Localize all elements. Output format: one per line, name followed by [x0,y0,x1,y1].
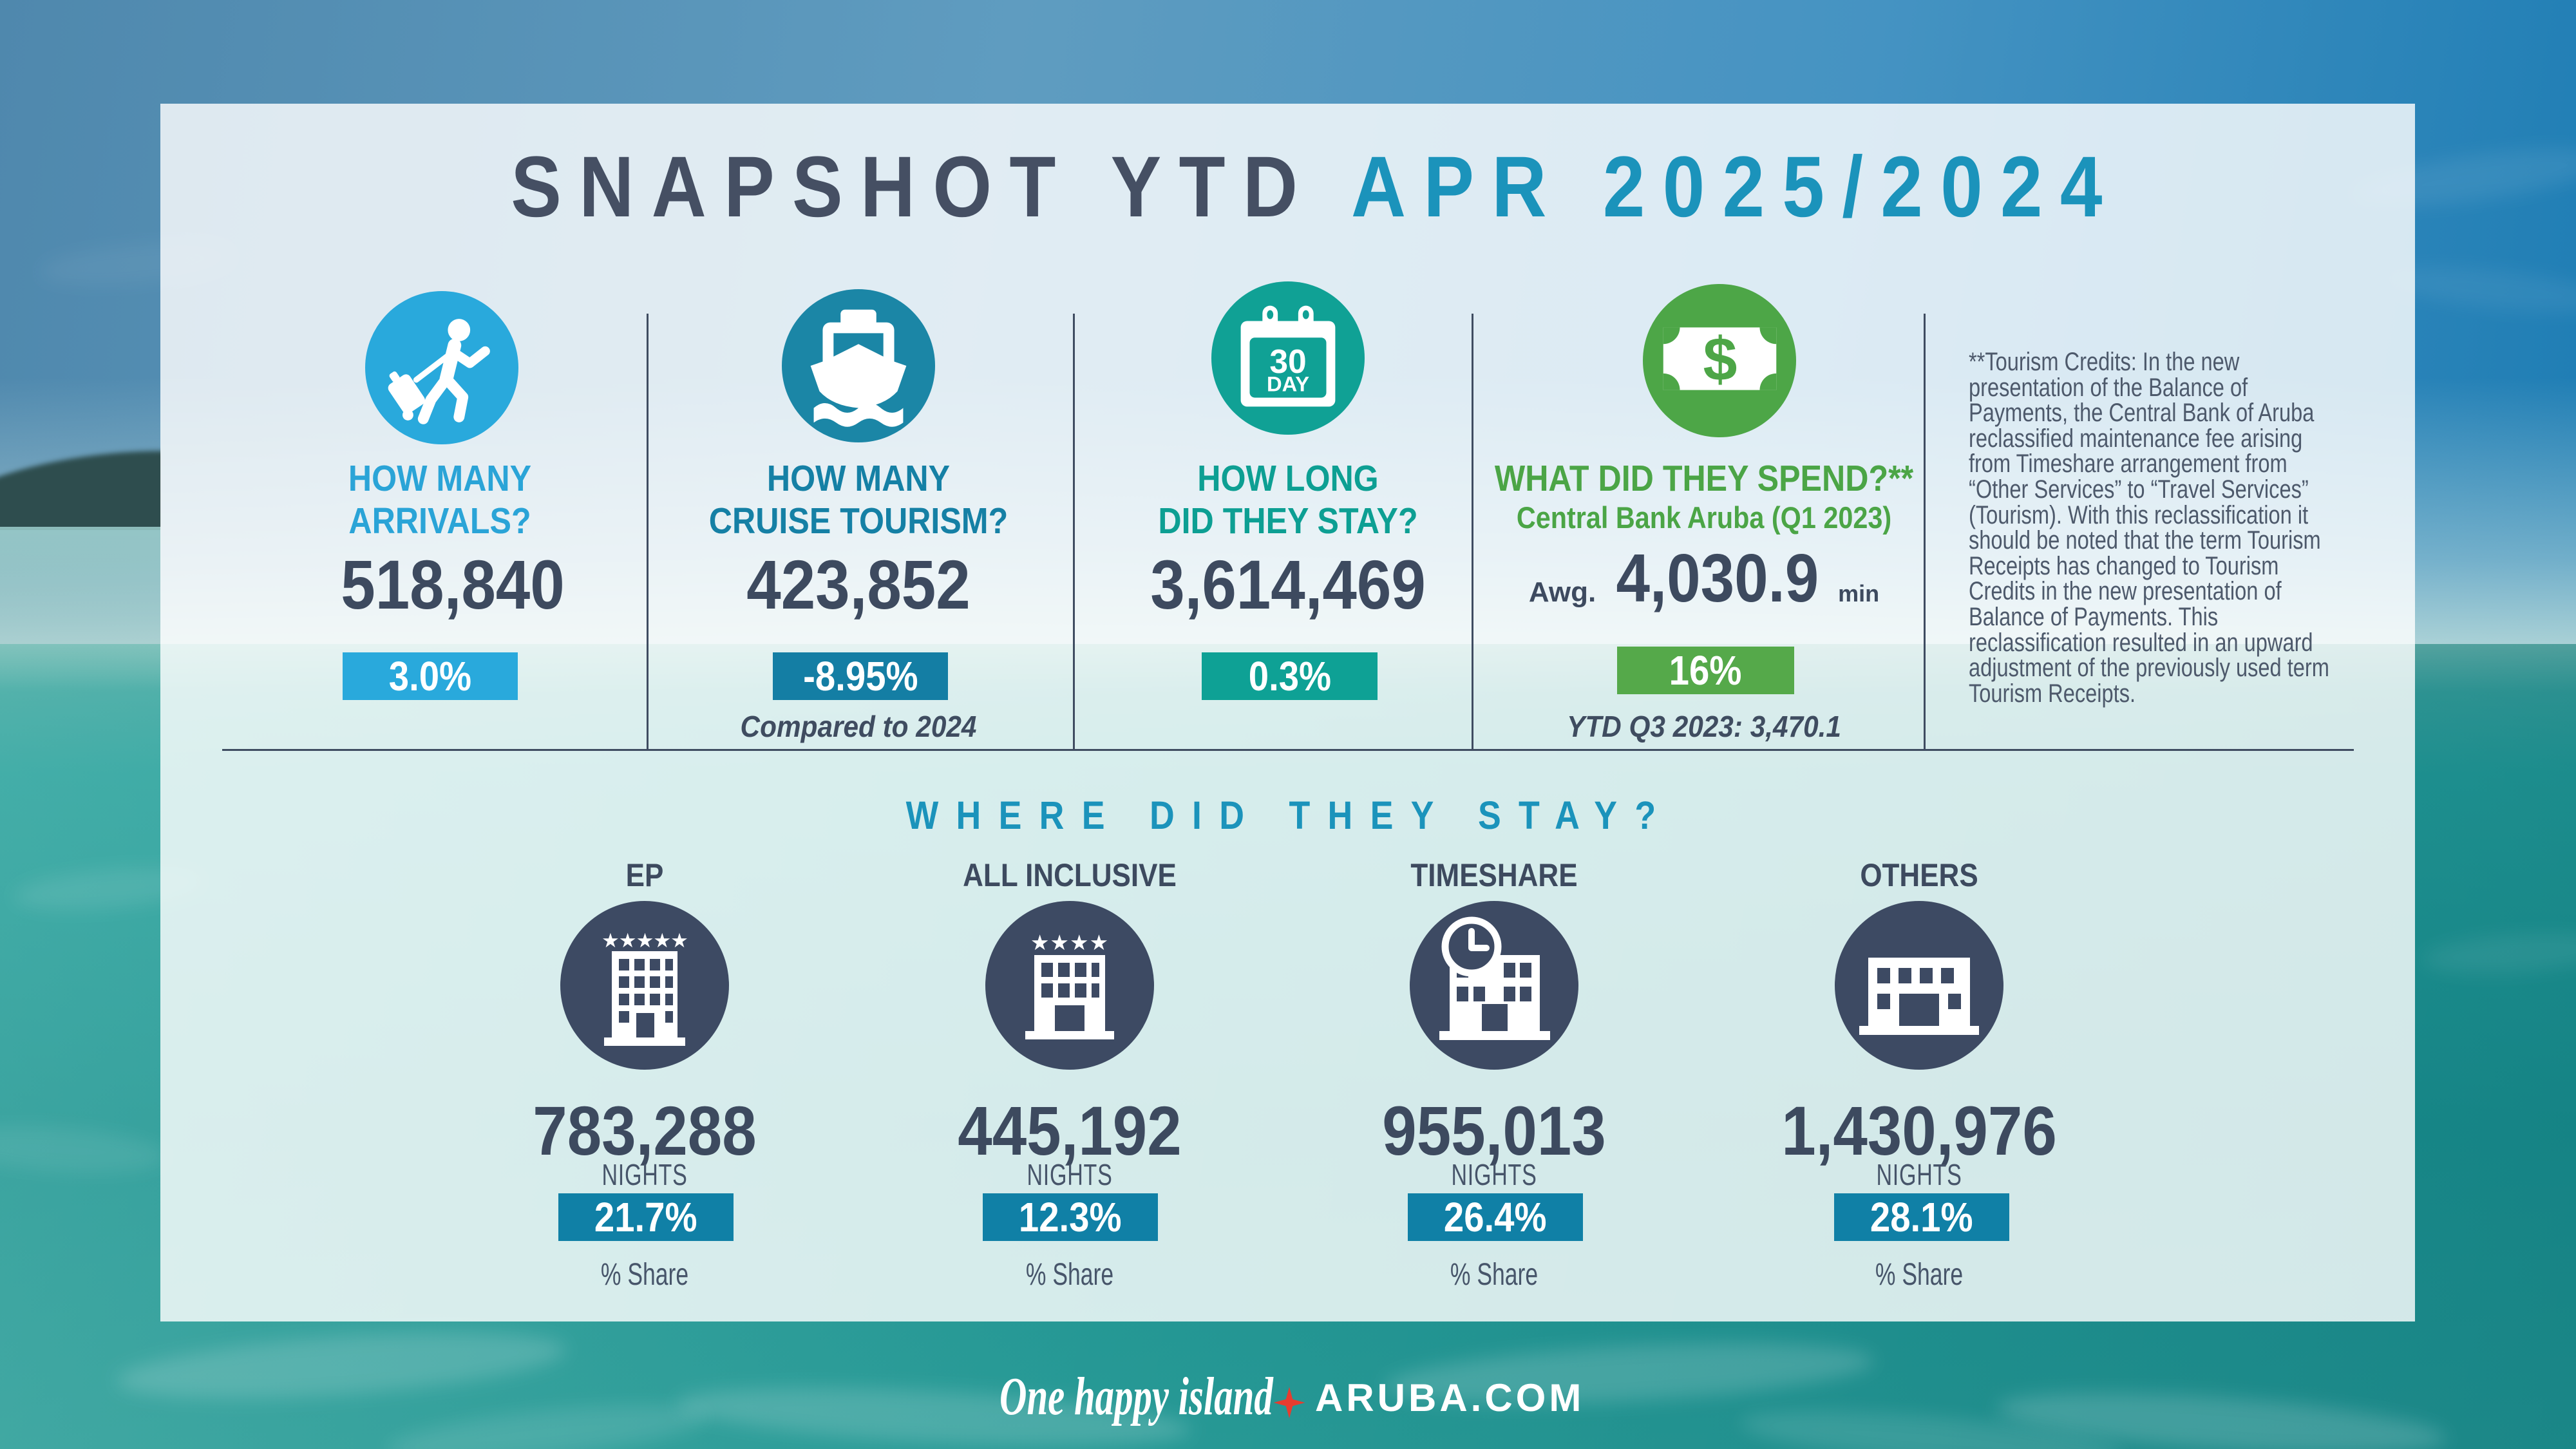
svg-text:★★★★★: ★★★★★ [601,929,688,952]
svg-text:DAY: DAY [1267,372,1309,396]
svg-text:$: $ [1703,326,1738,394]
svg-text:30: 30 [1269,343,1306,380]
svg-text:★★★★: ★★★★ [1030,931,1109,954]
